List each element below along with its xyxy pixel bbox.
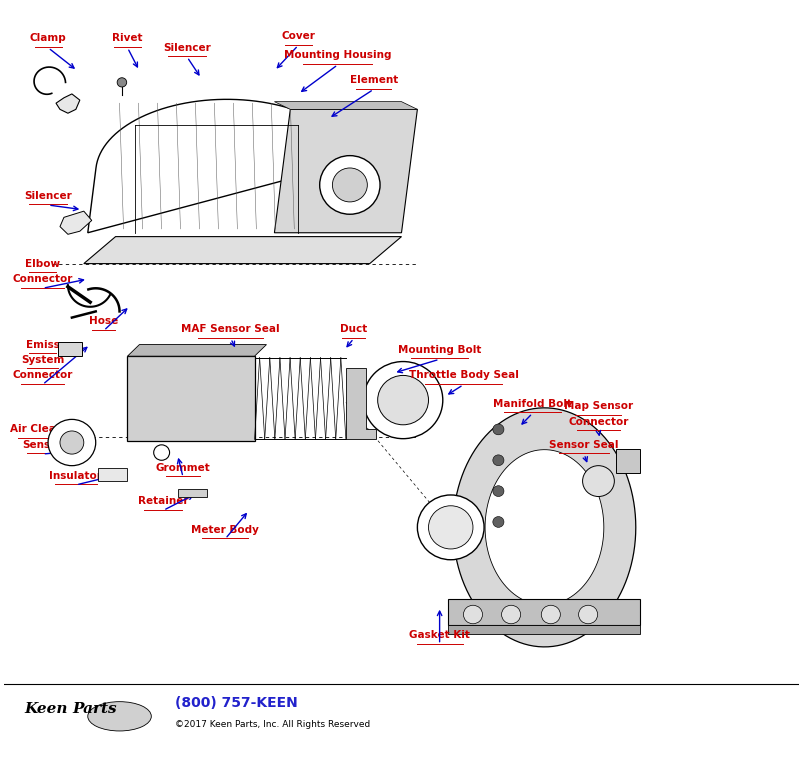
Text: Hose: Hose [89, 317, 118, 327]
Text: Connector: Connector [12, 274, 73, 284]
Polygon shape [127, 344, 266, 356]
Circle shape [154, 445, 170, 461]
Text: Insulator: Insulator [50, 471, 102, 481]
Circle shape [493, 455, 504, 466]
Circle shape [493, 516, 504, 527]
Text: Mounting Housing: Mounting Housing [284, 50, 392, 60]
Circle shape [493, 486, 504, 496]
Text: Silencer: Silencer [24, 190, 72, 200]
Polygon shape [616, 449, 640, 474]
Text: Element: Element [350, 75, 398, 85]
Circle shape [320, 156, 380, 214]
Circle shape [502, 605, 521, 624]
Polygon shape [447, 625, 640, 634]
Circle shape [542, 605, 560, 624]
Polygon shape [447, 599, 640, 625]
Ellipse shape [88, 702, 151, 731]
Polygon shape [60, 211, 92, 235]
Polygon shape [58, 342, 82, 356]
Text: Clamp: Clamp [30, 33, 66, 43]
Text: Keen: Keen [24, 702, 68, 717]
Polygon shape [127, 356, 254, 441]
Text: Retainer: Retainer [138, 496, 189, 506]
Text: Elbow: Elbow [25, 259, 60, 269]
Circle shape [117, 77, 126, 87]
Circle shape [332, 168, 367, 202]
Text: Air Cleaner: Air Cleaner [10, 424, 75, 434]
Circle shape [463, 605, 482, 624]
Text: Grommet: Grommet [156, 463, 210, 473]
Polygon shape [453, 408, 636, 647]
Text: (800) 757-KEEN: (800) 757-KEEN [175, 696, 298, 711]
Text: Mounting Bolt: Mounting Bolt [398, 345, 482, 355]
Polygon shape [274, 101, 418, 109]
Text: Rivet: Rivet [112, 33, 142, 43]
Polygon shape [485, 450, 604, 605]
Polygon shape [56, 94, 80, 113]
Text: MAF Sensor Seal: MAF Sensor Seal [182, 324, 280, 334]
Text: ©2017 Keen Parts, Inc. All Rights Reserved: ©2017 Keen Parts, Inc. All Rights Reserv… [175, 721, 370, 729]
Polygon shape [346, 368, 376, 440]
Text: Sensor Seal: Sensor Seal [550, 440, 619, 450]
Text: Connector: Connector [12, 371, 73, 381]
Polygon shape [88, 99, 356, 233]
Text: Map Sensor: Map Sensor [564, 401, 633, 411]
Text: Duct: Duct [340, 324, 367, 334]
Circle shape [378, 375, 429, 425]
Polygon shape [178, 489, 207, 496]
Polygon shape [98, 468, 127, 481]
Circle shape [493, 424, 504, 435]
Circle shape [418, 495, 484, 560]
Polygon shape [274, 109, 418, 233]
Text: Throttle Body Seal: Throttle Body Seal [409, 371, 518, 381]
Polygon shape [84, 237, 402, 264]
Text: Gasket Kit: Gasket Kit [409, 630, 470, 640]
Text: Sensor: Sensor [22, 440, 62, 450]
Circle shape [60, 431, 84, 454]
Text: Emiss: Emiss [26, 340, 59, 350]
Text: System: System [21, 355, 64, 365]
Text: Meter Body: Meter Body [191, 525, 259, 535]
Text: Connector: Connector [568, 416, 629, 426]
Text: Parts: Parts [72, 702, 117, 717]
Circle shape [429, 505, 473, 549]
Text: Silencer: Silencer [163, 43, 211, 53]
Circle shape [582, 466, 614, 496]
Text: Cover: Cover [282, 31, 315, 41]
Text: Manifold Bolt: Manifold Bolt [493, 399, 572, 409]
Circle shape [48, 420, 96, 466]
Circle shape [578, 605, 598, 624]
Circle shape [363, 361, 442, 439]
